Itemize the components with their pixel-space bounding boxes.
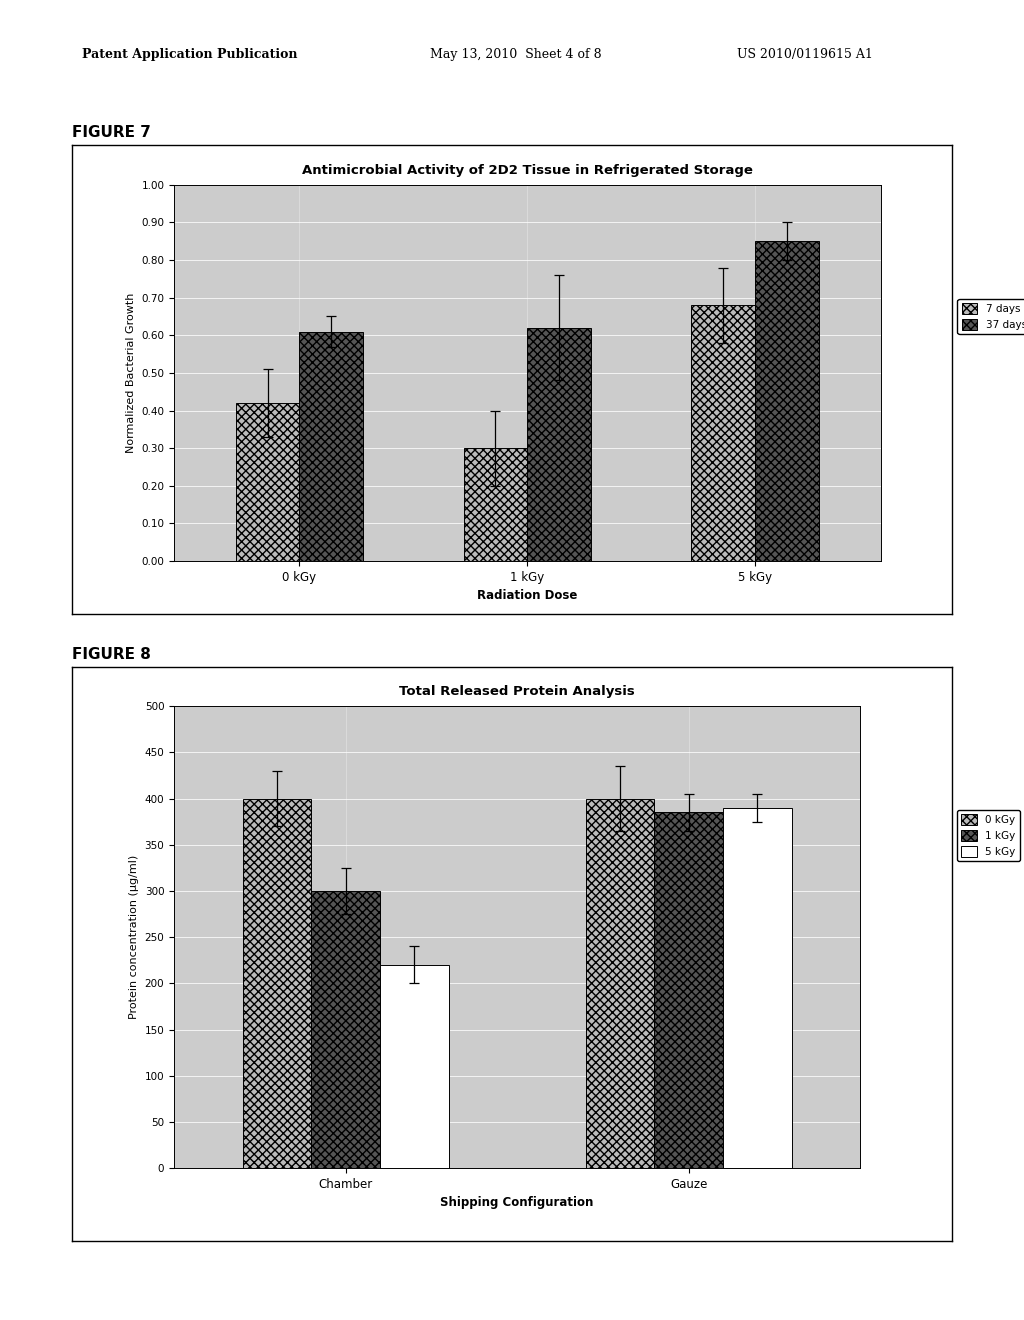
- Text: US 2010/0119615 A1: US 2010/0119615 A1: [737, 48, 873, 61]
- Bar: [527, 327, 591, 561]
- Text: Patent Application Publication: Patent Application Publication: [82, 48, 297, 61]
- Bar: [243, 799, 311, 1168]
- Title: Antimicrobial Activity of 2D2 Tissue in Refrigerated Storage: Antimicrobial Activity of 2D2 Tissue in …: [302, 164, 753, 177]
- X-axis label: Radiation Dose: Radiation Dose: [477, 589, 578, 602]
- Bar: [654, 813, 723, 1168]
- Bar: [756, 242, 819, 561]
- Bar: [723, 808, 792, 1168]
- Y-axis label: Protein concentration (µg/ml): Protein concentration (µg/ml): [129, 855, 139, 1019]
- Bar: [586, 799, 654, 1168]
- Text: May 13, 2010  Sheet 4 of 8: May 13, 2010 Sheet 4 of 8: [430, 48, 602, 61]
- Title: Total Released Protein Analysis: Total Released Protein Analysis: [399, 685, 635, 698]
- Bar: [380, 965, 449, 1168]
- Bar: [299, 331, 364, 561]
- Legend: 0 kGy, 1 kGy, 5 kGy: 0 kGy, 1 kGy, 5 kGy: [957, 810, 1020, 861]
- Text: FIGURE 7: FIGURE 7: [72, 125, 151, 140]
- Text: FIGURE 8: FIGURE 8: [72, 647, 151, 661]
- Legend: 7 days, 37 days: 7 days, 37 days: [957, 298, 1024, 334]
- Y-axis label: Normalized Bacterial Growth: Normalized Bacterial Growth: [126, 293, 136, 453]
- Bar: [236, 403, 299, 561]
- Bar: [691, 305, 756, 561]
- Bar: [464, 447, 527, 561]
- Bar: [311, 891, 380, 1168]
- X-axis label: Shipping Configuration: Shipping Configuration: [440, 1196, 594, 1209]
